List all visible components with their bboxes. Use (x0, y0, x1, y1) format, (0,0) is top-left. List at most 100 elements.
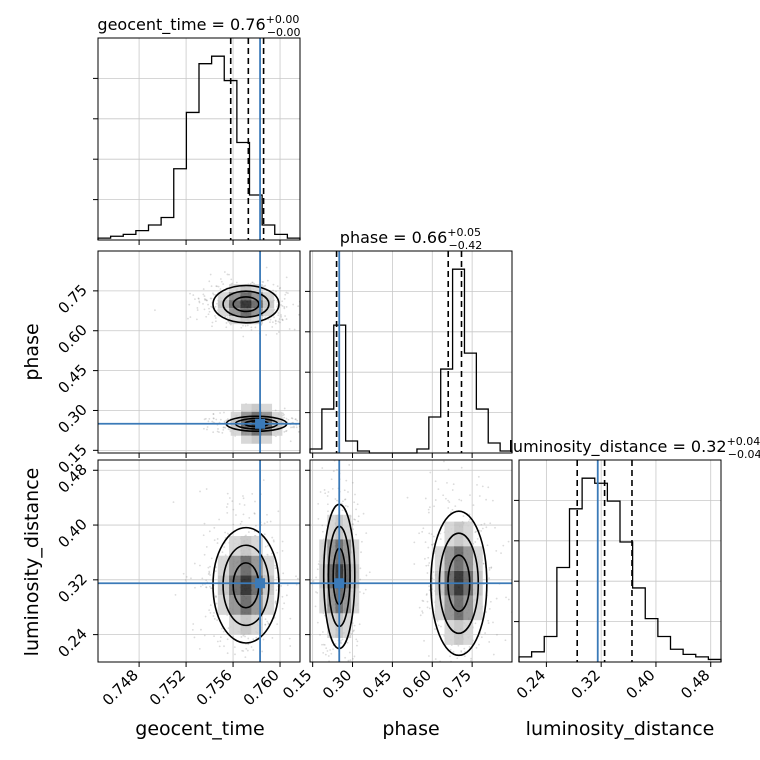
sample-point (490, 566, 493, 569)
sample-point (359, 567, 362, 570)
sample-point (261, 650, 264, 653)
sample-point (344, 656, 347, 659)
sample-point (317, 563, 320, 565)
sample-point (436, 620, 439, 622)
histogram-geocent_time (97, 55, 301, 240)
sample-point (288, 637, 291, 640)
sample-point (205, 315, 208, 318)
sample-point (172, 501, 175, 504)
sample-point (470, 659, 472, 662)
sample-point (428, 562, 431, 564)
sample-point (216, 430, 219, 433)
sample-point (301, 420, 303, 422)
sample-point (289, 645, 292, 647)
sample-point (271, 326, 274, 328)
sample-point (272, 539, 275, 542)
density-cell (444, 521, 455, 547)
sample-point (421, 530, 424, 533)
sample-point (198, 647, 201, 650)
sample-point (469, 494, 471, 496)
sample-point (357, 515, 360, 518)
sample-point (495, 597, 498, 600)
sample-point (492, 653, 495, 656)
sample-point (297, 305, 300, 308)
sample-point (316, 568, 319, 571)
sample-point (340, 639, 342, 642)
sample-point (193, 636, 196, 639)
sample-point (432, 571, 435, 573)
density-cell (229, 536, 241, 556)
sample-point (288, 328, 291, 330)
sample-point (206, 428, 208, 431)
sample-point (205, 586, 208, 589)
sample-point (240, 636, 243, 638)
sample-point (240, 326, 243, 329)
y-axis-label-luminosity_distance: luminosity_distance (21, 468, 43, 657)
sample-point (476, 537, 479, 540)
sample-point (286, 584, 289, 587)
sample-point (427, 508, 430, 511)
sample-point (191, 629, 194, 631)
sample-point (429, 471, 432, 474)
sample-point (302, 424, 304, 426)
sample-point (491, 499, 494, 502)
sample-point (203, 308, 206, 311)
sample-point (255, 636, 258, 639)
sample-point (226, 652, 229, 655)
sample-point (204, 417, 207, 420)
sample-point (319, 491, 322, 493)
contour-line (212, 284, 280, 324)
sample-point (211, 420, 214, 423)
sample-point (208, 280, 211, 283)
sample-point (334, 498, 337, 500)
sample-point (427, 546, 430, 549)
sample-point (439, 538, 442, 541)
sample-point (502, 544, 505, 547)
sample-point (226, 316, 229, 319)
sample-point (274, 435, 277, 438)
sample-point (323, 489, 326, 491)
sample-point (306, 563, 308, 565)
sample-point (365, 532, 368, 535)
sample-point (485, 526, 488, 529)
sample-point (224, 554, 227, 557)
truth-marker (255, 418, 266, 429)
sample-point (196, 307, 199, 309)
sample-point (356, 503, 359, 506)
sample-point (500, 552, 502, 555)
sample-point (419, 614, 422, 617)
sample-point (425, 593, 428, 595)
sample-point (265, 266, 268, 269)
sample-point (197, 297, 200, 300)
sample-point (428, 585, 430, 588)
density-cell (272, 404, 282, 412)
sample-point (203, 295, 206, 297)
density-cell (343, 588, 352, 614)
sample-point (275, 290, 277, 293)
density-cell (261, 435, 273, 444)
sample-point (296, 419, 299, 422)
y-tick-label: 0.24 (54, 625, 90, 661)
sample-point (505, 596, 507, 599)
density-cell (229, 284, 241, 293)
density-cell (261, 427, 273, 436)
sample-point (266, 620, 269, 623)
sample-point (488, 608, 491, 610)
density-cell (240, 555, 252, 576)
density-cell (240, 316, 252, 325)
sample-point (274, 601, 277, 604)
sample-point (346, 505, 349, 508)
sample-point (219, 640, 222, 643)
sample-point (324, 492, 327, 495)
sample-point (436, 678, 438, 680)
sample-point (251, 281, 254, 284)
sample-point (481, 527, 484, 530)
sample-point (219, 636, 222, 639)
grid-lines (519, 460, 721, 662)
truth-marker (255, 578, 266, 589)
sample-point (426, 600, 429, 603)
sample-point (360, 433, 362, 435)
sample-point (296, 577, 299, 580)
sample-point (297, 430, 300, 433)
sample-point (284, 315, 287, 317)
